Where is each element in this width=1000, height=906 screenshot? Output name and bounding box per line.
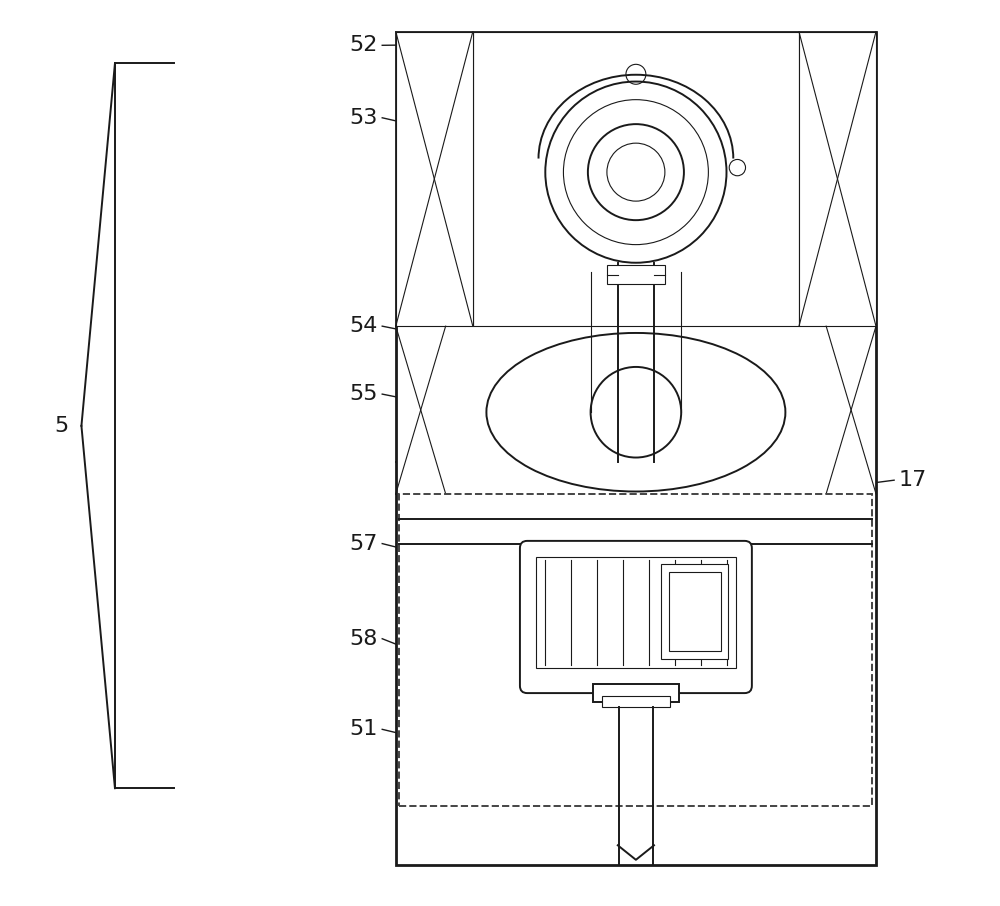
Bar <box>593 684 679 702</box>
Text: 53: 53 <box>349 108 378 128</box>
Bar <box>536 557 736 668</box>
Text: 58: 58 <box>349 629 378 649</box>
Bar <box>607 265 665 284</box>
Text: 17: 17 <box>899 470 927 490</box>
Bar <box>661 564 728 659</box>
Bar <box>396 32 876 865</box>
Bar <box>399 494 872 806</box>
Bar <box>396 32 473 326</box>
Text: 51: 51 <box>349 719 378 739</box>
Bar <box>799 32 876 326</box>
Bar <box>473 32 799 326</box>
Bar <box>602 696 670 707</box>
FancyBboxPatch shape <box>520 541 752 693</box>
Text: 55: 55 <box>349 384 378 404</box>
Text: 52: 52 <box>349 35 378 55</box>
Text: 57: 57 <box>349 534 378 554</box>
Bar <box>669 572 721 651</box>
Text: 5: 5 <box>54 416 69 436</box>
Text: 54: 54 <box>349 316 378 336</box>
